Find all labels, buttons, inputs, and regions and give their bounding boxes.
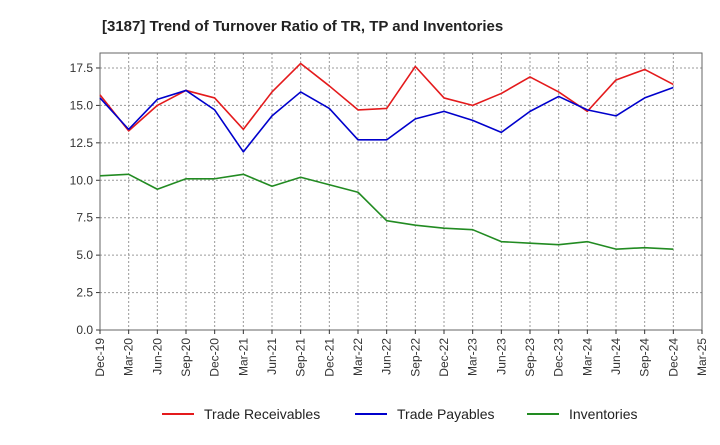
grid-lines [100,53,702,330]
y-tick-label: 5.0 [76,248,93,262]
x-tick-label: Dec-22 [437,338,451,377]
y-tick-label: 7.5 [76,211,93,225]
series-line-2 [99,173,674,250]
x-tick-label: Mar-21 [236,338,250,376]
x-tick-label: Mar-24 [580,338,594,376]
y-tick-label: 2.5 [76,286,93,300]
y-tick-label: 17.5 [70,61,94,75]
plot-frame [99,52,703,331]
y-tick-label: 12.5 [70,136,94,150]
y-tick-label: 10.0 [70,173,94,187]
x-tick-label: Mar-25 [695,338,709,376]
legend-label-2: Inventories [569,406,637,422]
x-tick-label: Sep-23 [523,338,537,377]
x-tick-label: Dec-21 [322,338,336,377]
chart-title: [3187] Trend of Turnover Ratio of TR, TP… [102,18,503,35]
x-tick-label: Mar-20 [122,338,136,376]
axes: 0.0 2.5 5.0 7.5 10.0 12.5 15.0 17.5 Dec-19 Mar-20… [70,52,709,377]
x-tick-label: Dec-20 [208,338,222,377]
x-tick-label: Jun-22 [380,338,394,375]
x-tick-label: Sep-20 [179,338,193,377]
x-tick-label: Sep-24 [638,338,652,377]
x-tick-label: Mar-23 [466,338,480,376]
legend: Trade Receivables Trade Payables Inventori… [162,406,637,422]
x-tick-label: Dec-24 [666,338,680,377]
series-lines [99,62,674,250]
x-tick-label: Dec-19 [93,338,107,377]
x-tick-label: Mar-22 [351,338,365,376]
x-tick-label: Jun-21 [265,338,279,375]
y-tick-label: 0.0 [76,323,93,337]
series-line-1 [99,86,674,153]
legend-label-0: Trade Receivables [204,406,320,422]
x-tick-label: Dec-23 [552,338,566,377]
x-tick-label: Jun-20 [150,338,164,375]
y-tick-label: 15.0 [70,98,94,112]
x-tick-label: Jun-23 [494,338,508,375]
x-tick-label: Sep-21 [294,338,308,377]
legend-label-1: Trade Payables [397,406,495,422]
x-tick-label: Jun-24 [609,338,623,375]
x-tick-label: Sep-22 [408,338,422,377]
